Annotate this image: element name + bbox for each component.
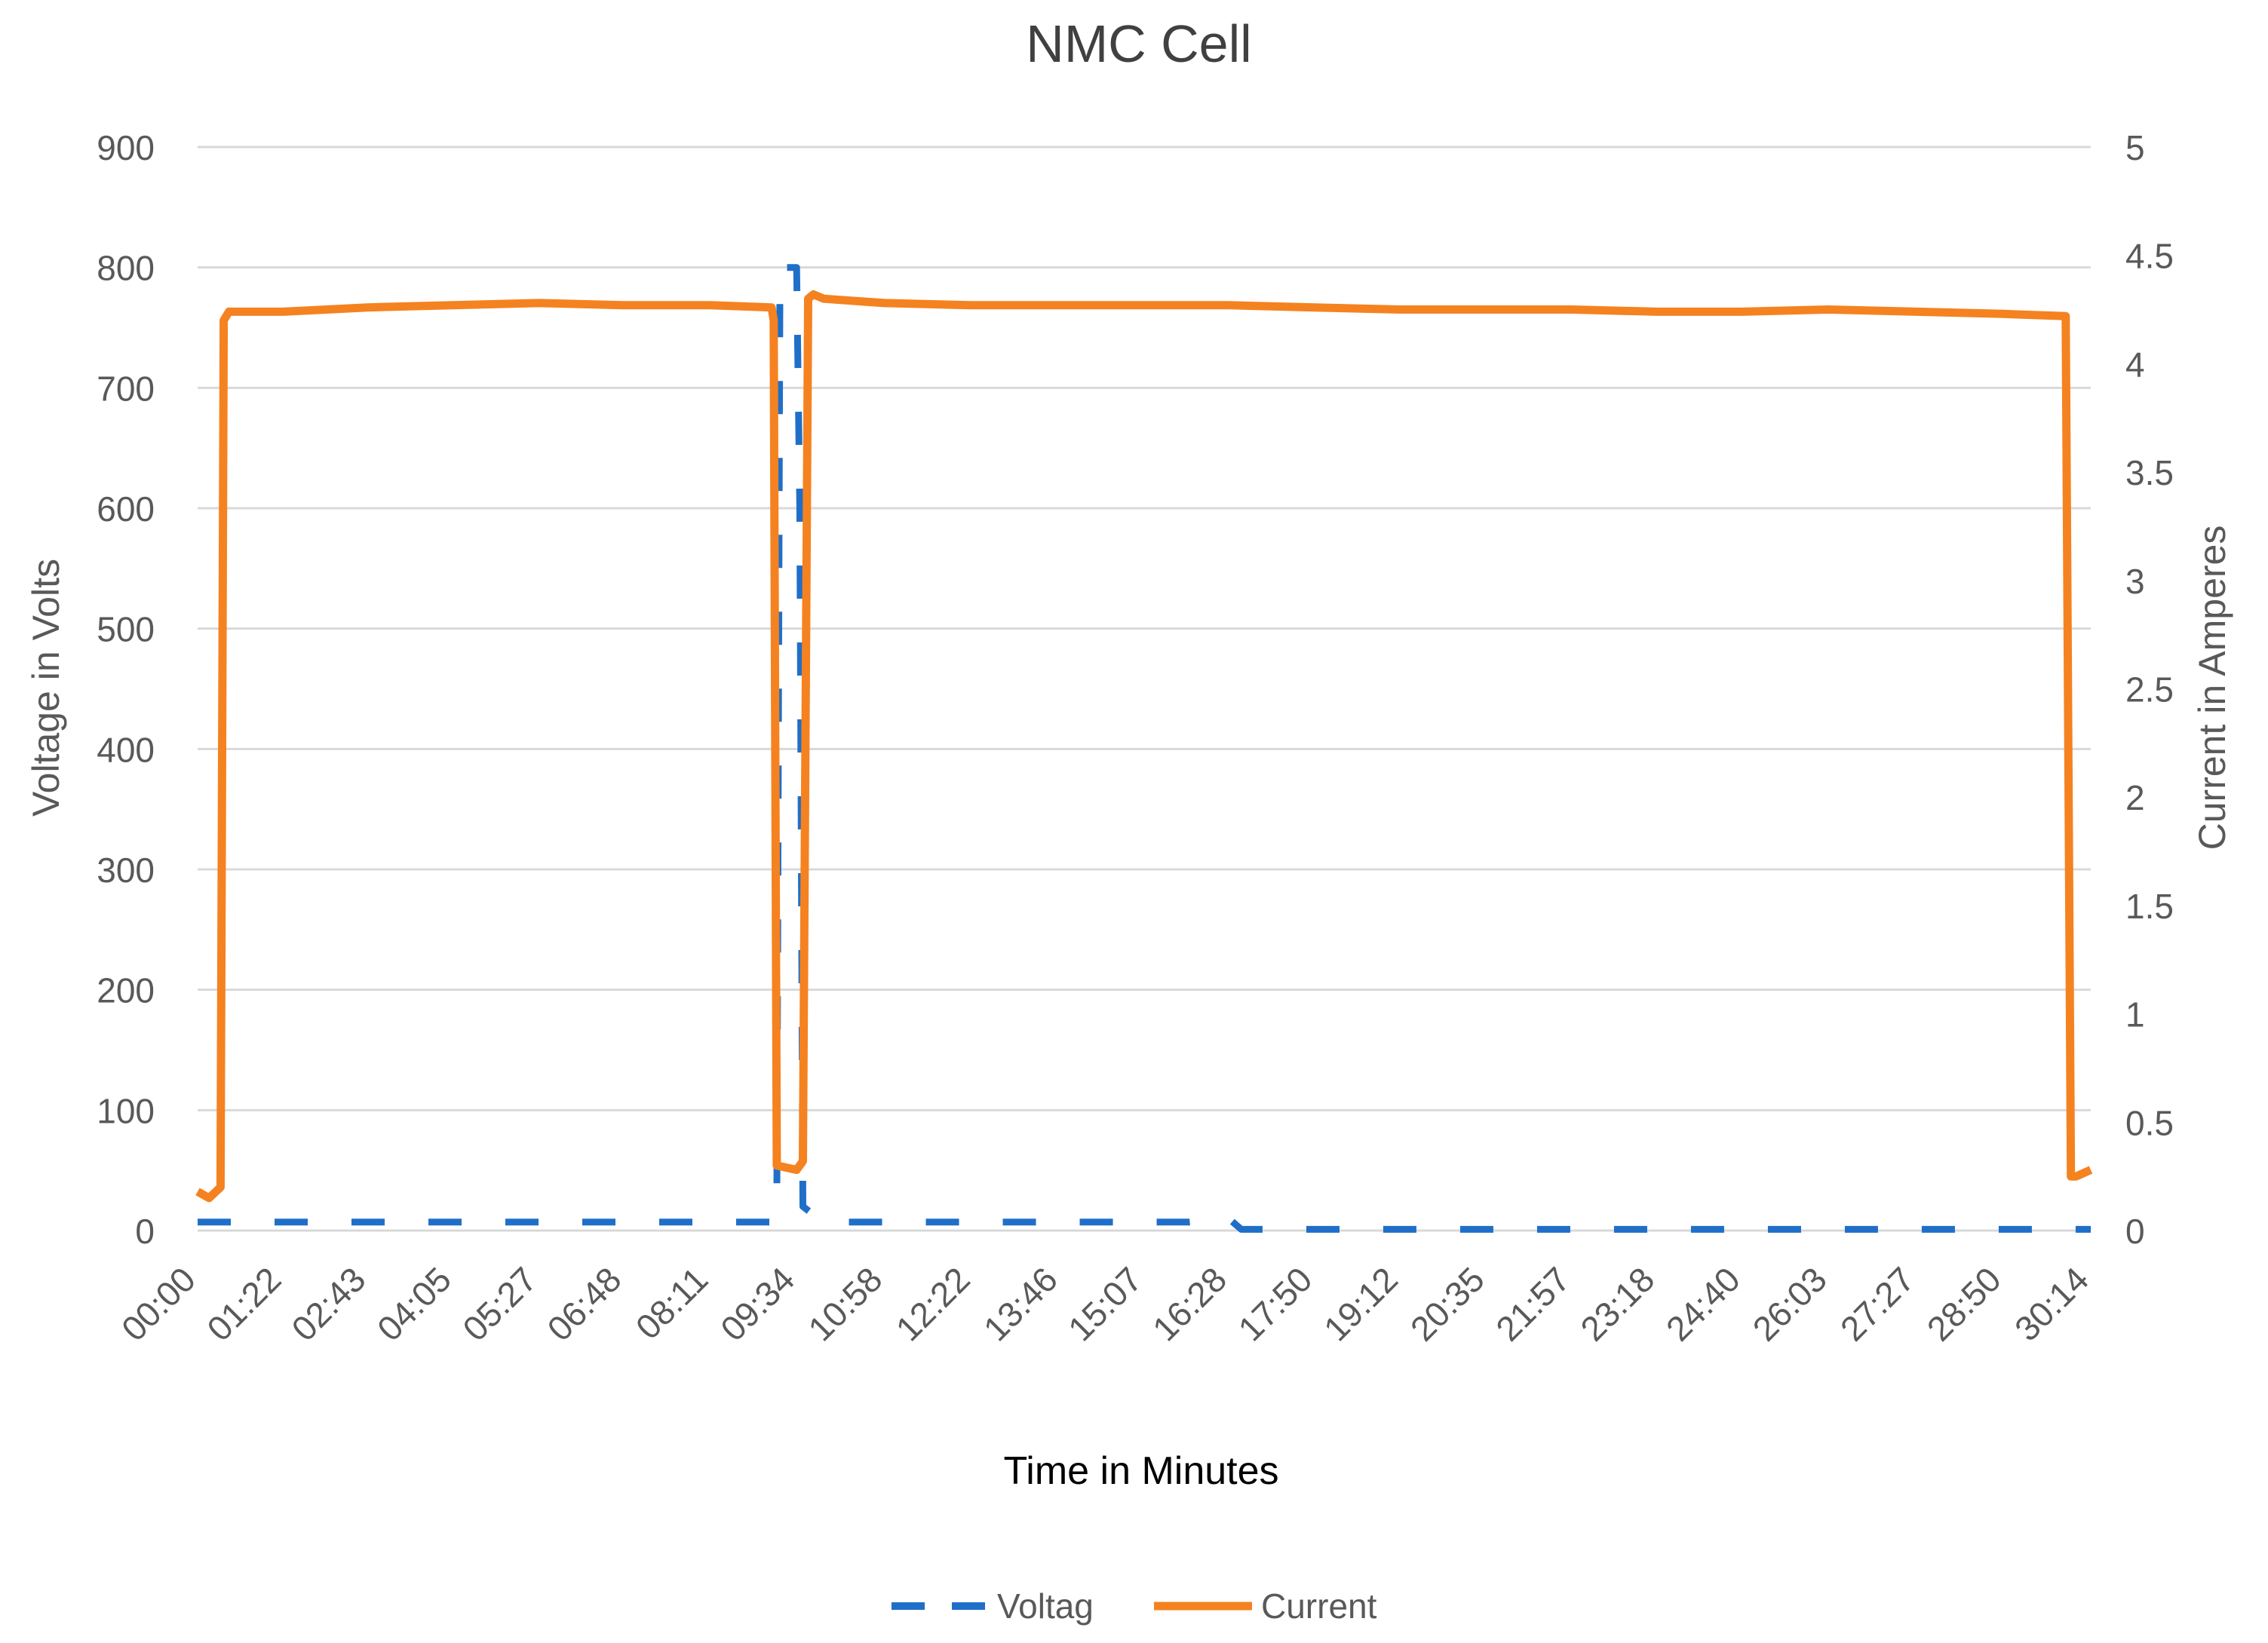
y-left-tick-label: 500 [97,610,155,649]
series-line-current [195,290,2093,1203]
x-tick-label: 12:22 [888,1259,977,1348]
y-right-tick-label: 5 [2125,128,2145,167]
x-tick-label: 30:14 [2007,1259,2096,1348]
chart-title: NMC Cell [1026,14,1251,73]
y-left-tick-label: 100 [97,1091,155,1130]
x-tick-label: 26:03 [1745,1259,1834,1348]
x-tick-label: 28:50 [1920,1259,2009,1348]
y-right-tick-label: 4 [2125,345,2145,384]
y-right-tick-label: 1 [2125,995,2145,1035]
x-tick-label: 19:12 [1316,1259,1405,1348]
x-tick-label: 08:11 [628,1259,716,1347]
y-left-tick-label: 600 [97,489,155,529]
legend: Voltag Current [892,1586,1377,1626]
series-layer [195,264,2093,1233]
x-tick-label: 15:07 [1060,1259,1149,1348]
x-tick-label: 20:35 [1403,1259,1492,1348]
y-right-tick-label: 1.5 [2125,887,2174,926]
x-tick-label: 23:18 [1573,1259,1662,1348]
y-right-tick-label: 0.5 [2125,1103,2174,1142]
y-left-tick-label: 900 [97,128,155,167]
y-right-tick-label: 3.5 [2125,453,2174,492]
y-left-tick-label: 400 [97,730,155,769]
x-tick-label: 16:28 [1145,1259,1234,1348]
x-tick-label: 02:43 [284,1259,373,1348]
y-left-tick-label: 0 [135,1212,155,1251]
x-tick-label: 13:46 [976,1259,1065,1348]
x-tick-label: 01:22 [199,1259,288,1348]
y-right-tick-label: 0 [2125,1212,2145,1251]
y-right-tick-label: 2.5 [2125,670,2174,710]
x-tick-label: 04:05 [370,1259,459,1348]
x-tick-label: 09:34 [713,1259,802,1348]
x-tick-label: 06:48 [539,1259,628,1348]
y-right-tick-label: 3 [2125,562,2145,601]
x-axis-label: Time in Minutes [1003,1449,1278,1493]
y-left-tick-label: 200 [97,971,155,1010]
gridlines [198,146,2091,1232]
x-tick-label: 00:00 [114,1259,203,1348]
x-tick-label: 17:50 [1230,1259,1319,1348]
right-axis-ticks: 0 0.5 1 1.5 2 2.5 3 3.5 4 4.5 5 [2125,128,2174,1251]
left-axis-ticks: 0 100 200 300 400 500 600 700 800 900 [97,128,155,1251]
x-tick-label: 27:27 [1833,1259,1922,1348]
y-axis-left-label: Voltage in Volts [25,559,67,817]
x-tick-label: 24:40 [1659,1259,1748,1348]
legend-label-current: Current [1261,1586,1377,1626]
y-axis-right-label: Current in Amperes [2191,526,2233,851]
y-left-tick-label: 800 [97,249,155,288]
x-tick-label: 10:58 [800,1259,889,1348]
legend-label-voltag: Voltag [997,1586,1094,1626]
y-right-tick-label: 4.5 [2125,237,2174,276]
y-left-tick-label: 700 [97,369,155,408]
y-right-tick-label: 2 [2125,778,2145,817]
y-left-tick-label: 300 [97,851,155,890]
x-tick-label: 05:27 [455,1259,544,1348]
x-tick-label: 21:57 [1488,1259,1577,1348]
